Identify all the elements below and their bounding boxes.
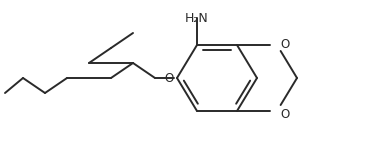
Text: O: O: [164, 71, 173, 84]
Text: H₂N: H₂N: [185, 12, 209, 25]
Text: O: O: [280, 108, 290, 122]
Text: O: O: [280, 38, 290, 51]
